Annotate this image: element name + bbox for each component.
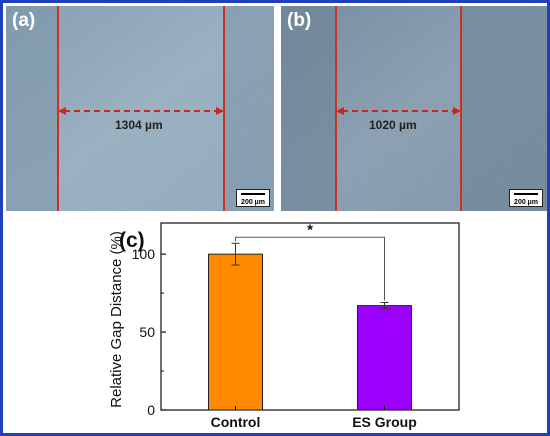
- y-tick-label: 0: [147, 402, 155, 418]
- plot-frame: [160, 222, 460, 411]
- scale-bar-label-a: 200 µm: [241, 199, 265, 206]
- arrowhead-left: [336, 107, 344, 115]
- arrowhead-left: [58, 107, 66, 115]
- x-tick-label: ES Group: [352, 414, 417, 430]
- significance-bracket: [235, 236, 385, 301]
- microscopy-panel-b: (b) 1020 µm 200 µm: [281, 6, 547, 211]
- micrograph-b: [281, 6, 547, 211]
- gap-measurement-b: 1020 µm: [369, 118, 417, 132]
- significance-marker: *: [307, 221, 313, 238]
- scale-bar-a: 200 µm: [236, 189, 270, 207]
- scale-bar-label-b: 200 µm: [514, 199, 538, 206]
- arrowhead-right: [216, 107, 224, 115]
- arrowhead-right: [453, 107, 461, 115]
- micrograph-a: [6, 6, 274, 211]
- bar-chart: (c) 0 50 100 Relative Gap Distance (%) Contr…: [108, 221, 460, 430]
- gap-measurement-a: 1304 µm: [115, 118, 163, 132]
- x-tick-label: Control: [211, 414, 261, 430]
- microscopy-panel-a: (a) 1304 µm 200 µm: [6, 6, 274, 211]
- plot-area: 0 50 100 Relative Gap Distance (%) Control ES…: [108, 221, 460, 430]
- y-tick-label: 100: [132, 246, 156, 262]
- y-tick-label: 50: [139, 324, 155, 340]
- scale-bar-b: 200 µm: [509, 189, 543, 207]
- panel-label-b: (b): [287, 10, 312, 31]
- y-axis-label: Relative Gap Distance (%): [108, 231, 125, 408]
- panel-label-c: (c): [119, 229, 145, 252]
- bar-es-group: [357, 305, 412, 411]
- panel-label-a: (a): [12, 10, 36, 31]
- bar-control: [208, 253, 263, 411]
